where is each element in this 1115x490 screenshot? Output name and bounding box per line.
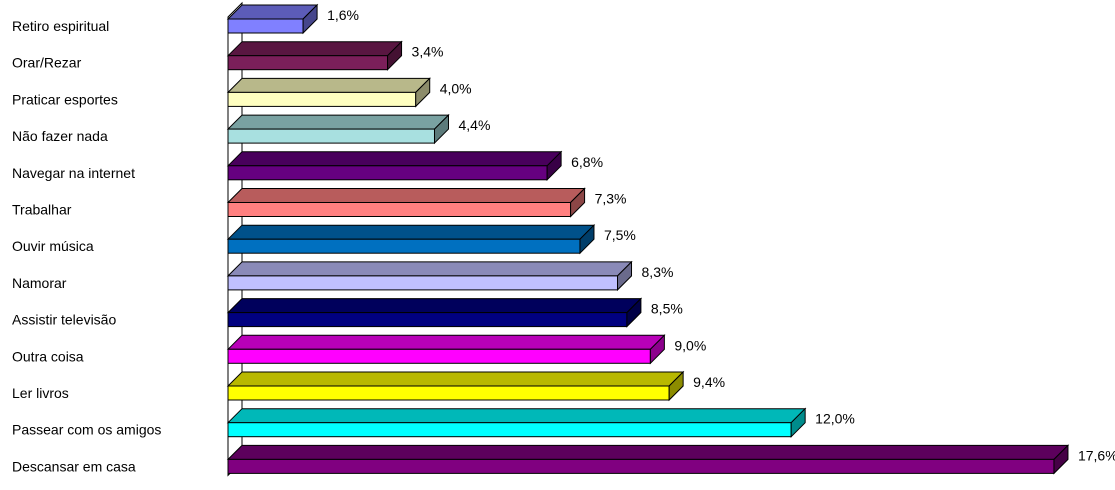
category-label: Assistir televisão (12, 312, 116, 328)
bar-side (790, 407, 806, 438)
bar-side (649, 334, 665, 365)
bar (227, 348, 651, 364)
bar-side (302, 3, 318, 35)
bar-top (226, 224, 596, 240)
bar-side (415, 77, 431, 108)
bar (227, 458, 1055, 474)
bar (227, 55, 389, 71)
bar-top (226, 444, 1070, 460)
bar-side (1053, 444, 1069, 475)
data-label: 3,4% (412, 44, 444, 60)
bar-side (546, 150, 562, 182)
category-label: Retiro espiritual (12, 18, 109, 34)
category-label: Não fazer nada (12, 128, 108, 144)
bar-side (626, 297, 642, 328)
data-label: 12,0% (815, 411, 855, 427)
bar-top (226, 4, 319, 20)
bar (227, 202, 572, 217)
bar (227, 91, 417, 107)
bar-top (226, 188, 586, 203)
bar-side (617, 260, 633, 292)
bar-top (226, 298, 643, 314)
category-label: Descansar em casa (12, 458, 136, 474)
bar (227, 165, 548, 181)
category-label: Namorar (12, 275, 67, 291)
bar-side (579, 223, 595, 255)
data-label: 9,4% (693, 374, 725, 390)
data-label: 4,4% (458, 117, 490, 133)
data-label: 7,5% (604, 227, 636, 243)
data-label: 17,6% (1078, 447, 1115, 463)
category-label: Trabalhar (12, 202, 72, 218)
bar (227, 238, 581, 254)
data-label: 7,3% (595, 191, 627, 207)
category-label: Ouvir música (12, 238, 94, 254)
bar (227, 18, 304, 34)
bar (227, 275, 619, 291)
category-label: Passear com os amigos (12, 422, 161, 438)
data-label: 8,3% (642, 264, 674, 280)
bar-top (226, 334, 666, 350)
category-label: Ler livros (12, 385, 69, 401)
bar-top (226, 151, 563, 167)
bar-top (226, 41, 403, 57)
bar-top (226, 77, 431, 93)
bar (227, 128, 435, 144)
bar-side (668, 370, 684, 402)
bar (227, 312, 628, 328)
category-label: Orar/Rezar (12, 55, 82, 71)
data-label: 8,5% (651, 301, 683, 317)
data-label: 1,6% (327, 7, 359, 23)
bar-side (433, 113, 449, 145)
category-label: Praticar esportes (12, 91, 118, 107)
bar-top (226, 408, 807, 424)
category-label: Navegar na internet (12, 165, 135, 181)
data-label: 9,0% (674, 337, 706, 353)
bar (227, 385, 670, 401)
bar (227, 422, 792, 438)
category-label: Outra coisa (12, 348, 84, 364)
bar-side (387, 40, 403, 71)
bar-top (226, 114, 450, 130)
bar-top (226, 371, 685, 387)
bar-top (226, 261, 633, 277)
data-label: 4,0% (440, 80, 472, 96)
bar-side (570, 187, 586, 218)
data-label: 6,8% (571, 154, 603, 170)
